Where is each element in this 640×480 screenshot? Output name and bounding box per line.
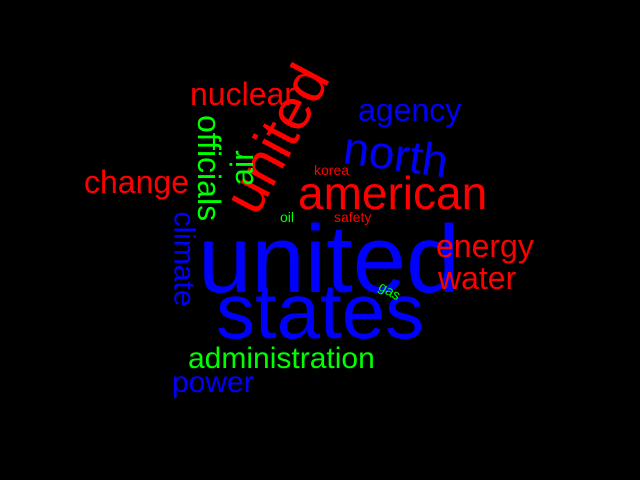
word-united: united <box>198 206 460 313</box>
word-officials: officials <box>191 114 228 222</box>
word-states: states <box>216 267 425 355</box>
word-energy: energy <box>436 228 534 264</box>
word-korea: korea <box>314 162 350 178</box>
word-air: air <box>223 150 260 186</box>
word-power: power <box>172 366 254 399</box>
word-agency: agency <box>358 92 462 128</box>
word-water: water <box>438 260 517 296</box>
word-american: american <box>298 167 488 219</box>
word-administration: administration <box>188 342 375 375</box>
word-change: change <box>84 164 189 200</box>
word-climate: climate <box>167 211 201 307</box>
word-nuclear: nuclear <box>190 76 295 112</box>
word-safety: safety <box>334 209 372 225</box>
word-oil: oil <box>280 209 295 225</box>
